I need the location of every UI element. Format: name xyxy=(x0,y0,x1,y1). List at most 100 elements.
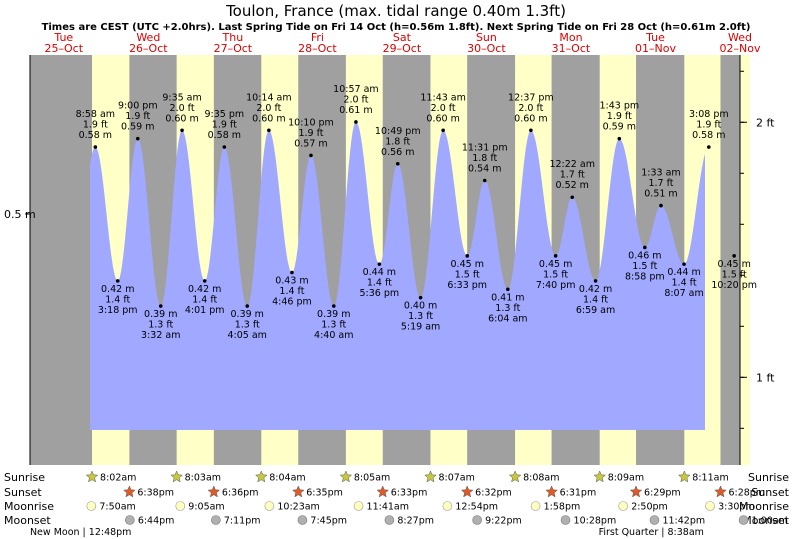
sunrise-time-label: 8:04am xyxy=(269,473,305,484)
sunrise-row-label-left: Sunrise xyxy=(4,471,45,484)
moonrise-row-label-right: Moonrise xyxy=(739,500,789,513)
tide-label: 2.0 ft xyxy=(518,103,543,114)
tide-label: 1.9 ft xyxy=(298,128,323,139)
tide-label: 6:59 am xyxy=(576,305,615,316)
tide-label: 2.0 ft xyxy=(343,94,368,105)
tide-label: 0.60 m xyxy=(165,113,198,124)
tide-label: 0.45 m xyxy=(539,259,572,270)
moonset-icon xyxy=(649,515,660,525)
day-date-label: 27–Oct xyxy=(214,42,253,55)
tide-label: 0.42 m xyxy=(579,284,612,295)
moonrise-icon xyxy=(175,501,186,511)
tide-point xyxy=(418,295,423,300)
sunrise-time-label: 8:02am xyxy=(100,473,136,484)
tide-label: 1.5 ft xyxy=(455,269,480,280)
day-name-label: Thu xyxy=(222,31,244,44)
tide-label: 0.58 m xyxy=(692,130,725,141)
day-name-label: Wed xyxy=(728,31,752,44)
sunset-time-label: 6:35pm xyxy=(306,488,343,499)
sunset-star-icon xyxy=(460,485,474,498)
tide-label: 9:35 am xyxy=(162,92,201,103)
tide-point xyxy=(732,254,736,258)
moonset-time-label: 9:22pm xyxy=(485,516,522,527)
tide-label: 0.45 m xyxy=(451,259,484,270)
sunset-star-icon xyxy=(291,485,305,498)
tide-label: 1.3 ft xyxy=(235,320,260,331)
moon-phase-label: First Quarter | 8:38am xyxy=(599,527,704,538)
tide-label: 0.44 m xyxy=(363,267,396,278)
tide-label: 0.39 m xyxy=(317,309,350,320)
moon-phase-label: New Moon | 12:48pm xyxy=(30,527,132,538)
tide-label: 1.9 ft xyxy=(212,120,237,131)
moonrise-icon xyxy=(442,501,453,511)
tide-label: 0.39 m xyxy=(231,309,264,320)
tide-label: 1.4 ft xyxy=(672,278,697,289)
tide-label: 1.4 ft xyxy=(105,294,130,305)
tide-label: 8:07 am xyxy=(664,288,703,299)
tide-label: 10:10 pm xyxy=(288,117,334,128)
sunset-star-icon xyxy=(545,485,558,498)
sunrise-time-label: 8:09am xyxy=(608,473,644,484)
moonrise-time-label: 2:50pm xyxy=(631,502,668,513)
sunset-time-label: 6:32pm xyxy=(475,488,512,499)
sunset-row-label-right: Sunset xyxy=(751,486,789,499)
tide-point xyxy=(202,279,207,283)
sunrise-time-label: 8:03am xyxy=(185,473,221,484)
left-axis-tick-label: 0.5 m xyxy=(4,208,36,221)
moonset-time-label: 7:45pm xyxy=(310,516,347,527)
sunset-time-label: 6:29pm xyxy=(644,488,681,499)
sunset-time-label: 6:28pm xyxy=(728,488,765,499)
tide-label: 1.3 ft xyxy=(408,311,433,322)
tide-label: 0.46 m xyxy=(628,250,661,261)
tide-label: 3:18 pm xyxy=(98,305,138,316)
tide-label: 10:14 am xyxy=(246,92,291,103)
moonset-time-label: 8:27pm xyxy=(397,516,434,527)
day-date-label: 28–Oct xyxy=(298,42,337,55)
tide-label: 5:19 am xyxy=(401,322,440,333)
tide-label: 1.9 ft xyxy=(83,120,108,131)
day-name-label: Sun xyxy=(476,31,497,44)
daylight-band-edge xyxy=(740,55,750,465)
tide-point xyxy=(93,145,98,149)
tide-label: 1.4 ft xyxy=(279,286,304,297)
day-date-label: 30–Oct xyxy=(467,42,506,55)
tide-label: 8:58 am xyxy=(76,109,115,120)
sunset-time-label: 6:31pm xyxy=(560,488,597,499)
moonrise-time-label: 3:30pm xyxy=(718,502,755,513)
tide-label: 0.58 m xyxy=(208,130,241,141)
tide-series-area xyxy=(90,121,705,431)
sunset-time-label: 6:33pm xyxy=(391,488,428,499)
moonset-time-label: 6:44pm xyxy=(138,516,175,527)
tide-label: 1:43 pm xyxy=(599,101,639,112)
tide-label: 3:32 am xyxy=(141,330,180,341)
tide-label: 1.8 ft xyxy=(385,136,410,147)
tide-label: 1.8 ft xyxy=(472,153,497,164)
moonset-icon xyxy=(384,515,395,525)
tide-point xyxy=(290,270,294,275)
tide-label: 12:37 pm xyxy=(508,92,554,103)
tide-label: 1.9 ft xyxy=(125,111,150,122)
tide-label: 5:36 pm xyxy=(360,288,400,299)
day-date-label: 02–Nov xyxy=(720,42,761,55)
tide-label: 2.0 ft xyxy=(256,103,281,114)
tide-label: 1.5 ft xyxy=(543,269,568,280)
tide-label: 1:33 am xyxy=(641,168,680,179)
tide-point xyxy=(222,145,227,149)
tide-label: 0.58 m xyxy=(79,130,112,141)
moonset-time-label: 11:42pm xyxy=(662,516,705,527)
tide-label: 1.5 ft xyxy=(722,269,747,280)
tide-label: 0.59 m xyxy=(603,122,636,133)
sunset-row-label-left: Sunset xyxy=(4,486,42,499)
day-name-label: Tue xyxy=(645,31,665,44)
moonrise-time-label: 7:50am xyxy=(99,502,135,513)
tide-label: 9:00 pm xyxy=(118,101,158,112)
chart-subtitle: Times are CEST (UTC +2.0hrs). Last Sprin… xyxy=(42,22,751,33)
tide-label: 3:08 pm xyxy=(689,109,729,120)
moonset-icon xyxy=(560,515,571,525)
tide-label: 0.52 m xyxy=(556,180,589,191)
sunrise-star-icon xyxy=(593,470,607,483)
tide-label: 0.54 m xyxy=(468,164,501,175)
tide-label: 0.39 m xyxy=(144,309,177,320)
tide-point xyxy=(180,128,184,133)
